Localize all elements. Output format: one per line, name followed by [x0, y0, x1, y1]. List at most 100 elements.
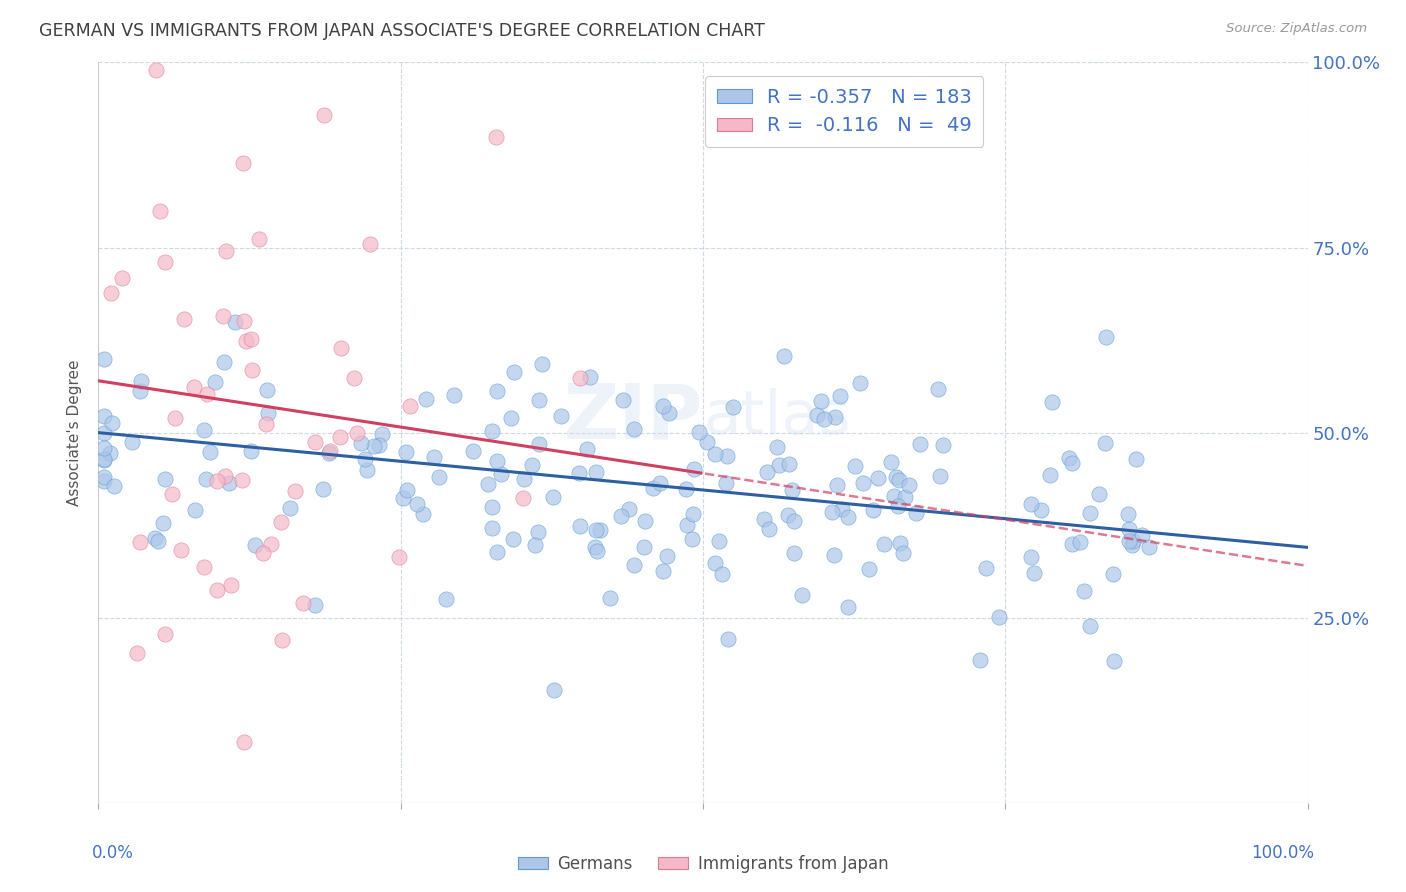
Point	[681, 532, 703, 546]
Point	[783, 546, 806, 560]
Point	[550, 409, 572, 423]
Point	[1031, 503, 1053, 517]
Point	[512, 491, 534, 505]
Point	[205, 474, 228, 488]
Point	[821, 504, 844, 518]
Point	[543, 683, 565, 698]
Point	[675, 482, 697, 496]
Legend: R = -0.357   N = 183, R =  -0.116   N =  49: R = -0.357 N = 183, R = -0.116 N = 49	[704, 76, 983, 147]
Point	[1078, 506, 1101, 520]
Point	[252, 546, 274, 560]
Point	[330, 341, 353, 355]
Point	[658, 406, 681, 420]
Point	[866, 470, 889, 484]
Point	[502, 365, 524, 379]
Point	[481, 521, 503, 535]
Point	[363, 439, 385, 453]
Point	[233, 734, 256, 748]
Point	[129, 374, 152, 388]
Point	[586, 544, 609, 558]
Point	[513, 472, 536, 486]
Point	[889, 535, 911, 549]
Point	[765, 440, 787, 454]
Point	[153, 627, 176, 641]
Point	[427, 470, 450, 484]
Point	[461, 444, 484, 458]
Y-axis label: Associate's Degree: Associate's Degree	[67, 359, 83, 506]
Point	[235, 334, 257, 349]
Point	[894, 490, 917, 504]
Point	[1122, 534, 1144, 549]
Point	[93, 441, 115, 455]
Point	[395, 445, 418, 459]
Point	[883, 489, 905, 503]
Text: Source: ZipAtlas.com: Source: ZipAtlas.com	[1226, 22, 1367, 36]
Point	[905, 506, 928, 520]
Point	[398, 399, 420, 413]
Point	[1118, 522, 1140, 536]
Point	[232, 156, 254, 170]
Point	[155, 254, 177, 268]
Point	[103, 479, 125, 493]
Point	[650, 475, 672, 490]
Point	[569, 518, 592, 533]
Point	[129, 384, 152, 399]
Point	[1102, 567, 1125, 582]
Point	[837, 600, 859, 615]
Point	[1118, 533, 1140, 548]
Point	[395, 483, 418, 497]
Point	[837, 509, 859, 524]
Point	[887, 499, 910, 513]
Point	[304, 598, 326, 612]
Point	[270, 515, 292, 529]
Point	[583, 540, 606, 554]
Point	[412, 508, 434, 522]
Point	[1019, 497, 1042, 511]
Point	[1057, 450, 1080, 465]
Point	[502, 532, 524, 546]
Point	[634, 514, 657, 528]
Point	[193, 423, 215, 437]
Point	[152, 516, 174, 530]
Point	[848, 376, 870, 390]
Text: 0.0%: 0.0%	[93, 844, 134, 862]
Point	[160, 487, 183, 501]
Point	[491, 467, 513, 481]
Point	[93, 426, 115, 441]
Point	[353, 452, 375, 467]
Point	[825, 478, 848, 492]
Point	[481, 500, 503, 514]
Point	[707, 534, 730, 549]
Point	[111, 271, 134, 285]
Point	[862, 502, 884, 516]
Point	[688, 425, 710, 439]
Point	[256, 383, 278, 397]
Point	[1062, 456, 1084, 470]
Point	[541, 490, 564, 504]
Point	[484, 130, 506, 145]
Point	[486, 545, 509, 559]
Point	[619, 502, 641, 516]
Point	[1040, 395, 1063, 409]
Point	[93, 474, 115, 488]
Text: 100.0%: 100.0%	[1250, 844, 1313, 862]
Point	[270, 632, 292, 647]
Point	[1137, 540, 1160, 554]
Point	[623, 558, 645, 572]
Point	[260, 537, 283, 551]
Point	[873, 537, 896, 551]
Point	[193, 560, 215, 574]
Point	[195, 386, 218, 401]
Point	[792, 588, 814, 602]
Point	[486, 384, 509, 398]
Point	[823, 549, 845, 563]
Point	[153, 472, 176, 486]
Point	[146, 533, 169, 548]
Point	[98, 445, 121, 459]
Point	[696, 435, 718, 450]
Point	[129, 535, 152, 549]
Point	[218, 476, 240, 491]
Point	[329, 430, 352, 444]
Point	[434, 592, 457, 607]
Point	[1095, 329, 1118, 343]
